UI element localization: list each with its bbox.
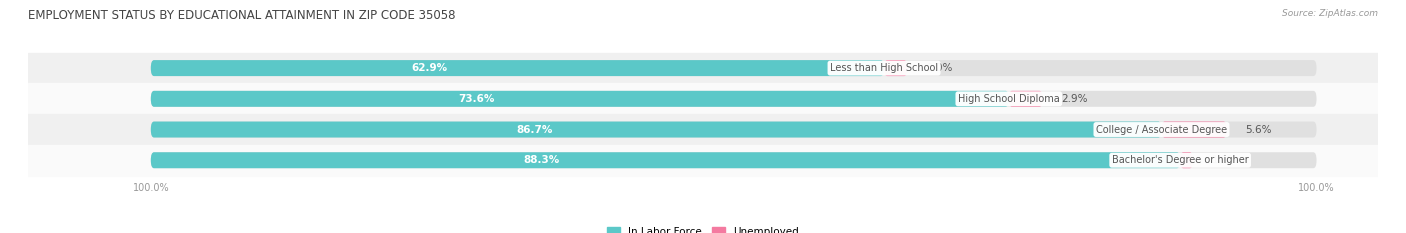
Text: 73.6%: 73.6%	[458, 94, 495, 104]
Text: 100.0%: 100.0%	[132, 183, 169, 193]
Text: Source: ZipAtlas.com: Source: ZipAtlas.com	[1282, 9, 1378, 18]
FancyBboxPatch shape	[150, 60, 1316, 76]
FancyBboxPatch shape	[150, 152, 1316, 168]
Bar	[28, 53, 1378, 83]
Bar	[28, 83, 1378, 114]
FancyBboxPatch shape	[884, 60, 907, 76]
FancyBboxPatch shape	[1161, 122, 1227, 137]
Text: 100.0%: 100.0%	[1298, 183, 1334, 193]
Bar	[28, 145, 1378, 176]
Text: 5.6%: 5.6%	[1246, 124, 1271, 134]
Text: 86.7%: 86.7%	[516, 124, 553, 134]
Text: EMPLOYMENT STATUS BY EDUCATIONAL ATTAINMENT IN ZIP CODE 35058: EMPLOYMENT STATUS BY EDUCATIONAL ATTAINM…	[28, 9, 456, 22]
Text: 88.3%: 88.3%	[524, 155, 560, 165]
Text: 62.9%: 62.9%	[412, 63, 447, 73]
FancyBboxPatch shape	[150, 60, 884, 76]
Text: 1.1%: 1.1%	[1212, 155, 1237, 165]
Text: College / Associate Degree: College / Associate Degree	[1095, 124, 1227, 134]
FancyBboxPatch shape	[150, 91, 1316, 107]
FancyBboxPatch shape	[1008, 91, 1043, 107]
FancyBboxPatch shape	[150, 122, 1316, 137]
Text: High School Diploma: High School Diploma	[957, 94, 1060, 104]
Legend: In Labor Force, Unemployed: In Labor Force, Unemployed	[607, 227, 799, 233]
FancyBboxPatch shape	[150, 152, 1180, 168]
Text: 2.0%: 2.0%	[925, 63, 952, 73]
FancyBboxPatch shape	[1180, 152, 1192, 168]
FancyBboxPatch shape	[150, 122, 1161, 137]
FancyBboxPatch shape	[150, 91, 1008, 107]
Text: Less than High School: Less than High School	[830, 63, 938, 73]
Bar	[28, 114, 1378, 145]
Text: Bachelor's Degree or higher: Bachelor's Degree or higher	[1112, 155, 1249, 165]
Text: 2.9%: 2.9%	[1062, 94, 1087, 104]
